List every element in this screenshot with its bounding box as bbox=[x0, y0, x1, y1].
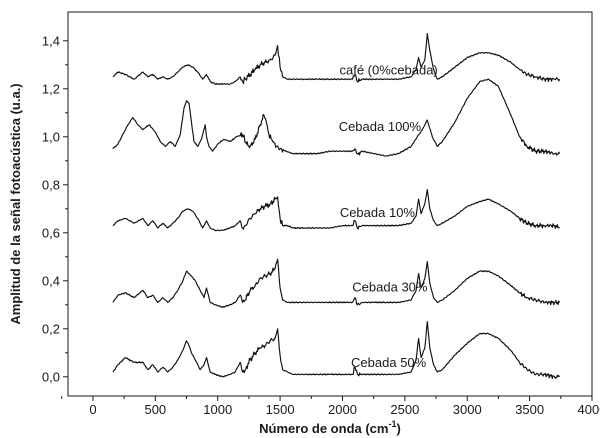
y-tick-label: 0,8 bbox=[42, 177, 60, 192]
x-tick-label: 500 bbox=[144, 402, 166, 417]
x-axis-title-main: Número de onda (cm bbox=[259, 421, 388, 436]
x-tick-label: 1000 bbox=[203, 402, 232, 417]
series-line-0 bbox=[112, 33, 561, 86]
series-label-3: Cebada 30% bbox=[352, 280, 428, 295]
series-labels: café (0%cebada) Cebada 100% Cebada 10% Ceba… bbox=[339, 62, 438, 370]
y-axis-title: Amplitud de la señal fotoacústica (u.a.) bbox=[8, 83, 23, 324]
x-tick-label: 2500 bbox=[390, 402, 419, 417]
y-tick-label: 1,2 bbox=[42, 81, 60, 96]
x-tick-label: 3500 bbox=[515, 402, 544, 417]
series-label-2: Cebada 10% bbox=[340, 205, 416, 220]
series-line-3 bbox=[112, 258, 561, 308]
y-axis-ticks: 0,0 0,2 0,4 0,6 0,8 1,0 1,2 1,4 bbox=[42, 33, 68, 384]
x-axis-title-close: ) bbox=[396, 421, 400, 436]
x-tick-label: 0 bbox=[89, 402, 96, 417]
series-label-1: Cebada 100% bbox=[339, 119, 422, 134]
series-label-4: Cebada 50% bbox=[351, 355, 427, 370]
series-line-4 bbox=[112, 321, 561, 379]
series-label-0: café (0%cebada) bbox=[339, 62, 437, 77]
y-tick-label: 1,4 bbox=[42, 33, 60, 48]
x-tick-label: 2000 bbox=[328, 402, 357, 417]
series-line-2 bbox=[112, 189, 560, 232]
series-line-1 bbox=[112, 78, 561, 157]
y-tick-label: 0,2 bbox=[42, 321, 60, 336]
y-tick-label: 1,0 bbox=[42, 129, 60, 144]
y-tick-label: 0,6 bbox=[42, 225, 60, 240]
series-layer bbox=[112, 33, 561, 379]
plot-frame bbox=[67, 11, 593, 397]
x-axis-title: Número de onda (cm-1) bbox=[259, 419, 401, 436]
y-tick-label: 0,0 bbox=[42, 369, 60, 384]
x-tick-label: 3000 bbox=[453, 402, 482, 417]
x-axis-title-superscript: -1 bbox=[388, 419, 396, 429]
y-tick-label: 0,4 bbox=[42, 273, 60, 288]
plot-area-border bbox=[67, 11, 593, 397]
x-tick-label: 1500 bbox=[266, 402, 295, 417]
